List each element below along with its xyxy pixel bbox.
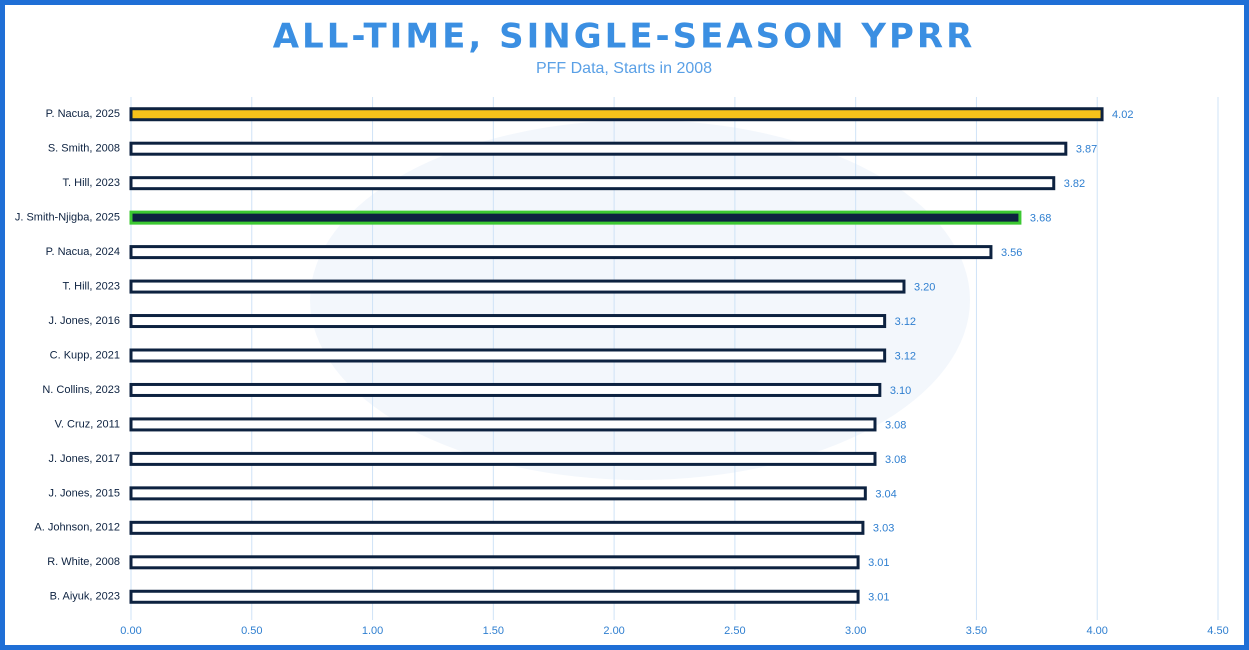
y-tick-label: J. Jones, 2016 — [48, 315, 120, 327]
value-label: 3.68 — [1030, 213, 1051, 225]
bar — [129, 417, 877, 432]
bar — [129, 141, 1068, 156]
bar — [129, 176, 1056, 191]
bar — [129, 210, 1022, 225]
value-label: 3.12 — [895, 350, 916, 362]
y-tick-label: R. White, 2008 — [47, 556, 120, 568]
bar — [129, 245, 993, 260]
bar — [129, 520, 865, 535]
bar — [129, 555, 860, 570]
bar — [129, 486, 867, 501]
x-tick-label: 0.50 — [241, 625, 262, 637]
y-tick-label: J. Jones, 2015 — [48, 487, 120, 499]
y-tick-label: J. Jones, 2017 — [48, 453, 120, 465]
value-label: 3.08 — [885, 419, 906, 431]
value-label: 3.08 — [885, 454, 906, 466]
value-label: 3.03 — [873, 523, 894, 535]
chart-title: ALL-TIME, SINGLE-SEASON YPRR — [273, 17, 976, 57]
y-tick-label: T. Hill, 2023 — [63, 280, 120, 292]
y-tick-label: N. Collins, 2023 — [42, 384, 120, 396]
bar — [129, 279, 906, 294]
value-label: 3.04 — [875, 488, 896, 500]
x-tick-label: 4.00 — [1087, 625, 1108, 637]
x-tick-label: 2.50 — [724, 625, 745, 637]
x-tick-label: 1.50 — [483, 625, 504, 637]
chart-subtitle: PFF Data, Starts in 2008 — [536, 60, 712, 77]
x-tick-label: 3.00 — [845, 625, 866, 637]
bar — [129, 451, 877, 466]
y-tick-label: P. Nacua, 2024 — [46, 246, 120, 258]
y-tick-label: P. Nacua, 2025 — [46, 108, 120, 120]
x-tick-label: 3.50 — [966, 625, 987, 637]
value-label: 3.12 — [895, 316, 916, 328]
bar — [129, 589, 860, 604]
bar — [129, 107, 1104, 122]
y-tick-label: J. Smith-Njigba, 2025 — [15, 212, 120, 224]
y-tick-label: V. Cruz, 2011 — [55, 418, 120, 430]
x-tick-label: 4.50 — [1207, 625, 1228, 637]
value-label: 3.20 — [914, 281, 935, 293]
value-label: 3.10 — [890, 385, 911, 397]
x-tick-label: 2.00 — [603, 625, 624, 637]
bar — [129, 382, 882, 397]
value-label: 3.01 — [868, 557, 889, 569]
y-tick-label: A. Johnson, 2012 — [34, 522, 120, 534]
value-label: 3.87 — [1076, 144, 1097, 156]
y-tick-label: T. Hill, 2023 — [63, 177, 120, 189]
bar — [129, 314, 887, 329]
value-label: 3.01 — [868, 592, 889, 604]
y-tick-label: S. Smith, 2008 — [48, 143, 120, 155]
y-tick-label: C. Kupp, 2021 — [50, 349, 120, 361]
y-tick-label: B. Aiyuk, 2023 — [50, 591, 120, 603]
x-tick-label: 0.00 — [120, 625, 141, 637]
value-label: 3.56 — [1001, 247, 1022, 259]
x-tick-label: 1.00 — [362, 625, 383, 637]
bar — [129, 348, 887, 363]
value-label: 3.82 — [1064, 178, 1085, 190]
value-label: 4.02 — [1112, 109, 1133, 121]
